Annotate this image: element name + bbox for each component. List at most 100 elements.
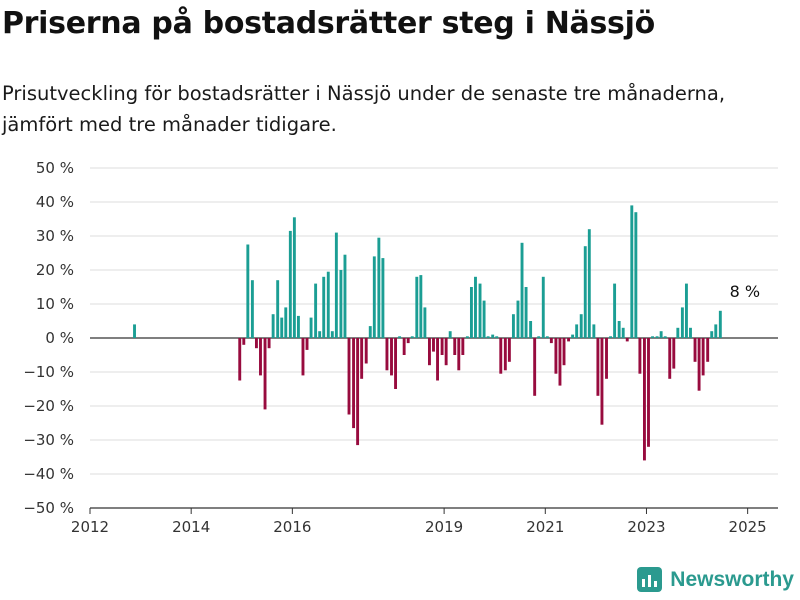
bar-series: [133, 205, 722, 461]
bar: [583, 246, 587, 338]
bar: [364, 338, 368, 364]
bar: [571, 334, 575, 338]
bar: [296, 315, 300, 338]
bar: [655, 336, 659, 338]
x-tick-label: 2014: [172, 518, 210, 536]
bar: [524, 287, 528, 338]
bar: [267, 338, 271, 349]
bar: [651, 336, 654, 338]
bar: [242, 338, 246, 345]
bar: [516, 300, 520, 338]
bar: [436, 338, 439, 381]
bar: [318, 331, 322, 338]
chart-subtitle: Prisutveckling för bostadsrätter i Nässj…: [2, 82, 726, 136]
bar: [394, 338, 398, 389]
bar: [263, 338, 267, 410]
bar: [630, 205, 634, 338]
bar: [133, 324, 136, 338]
bar: [701, 338, 705, 376]
bar: [246, 244, 250, 338]
bar: [330, 331, 334, 338]
bar: [491, 334, 495, 338]
x-tick-label: 2023: [627, 518, 665, 536]
bar: [486, 336, 490, 338]
bar: [575, 324, 579, 338]
bar: [461, 338, 465, 355]
bar: [385, 338, 389, 371]
bar: [250, 280, 254, 338]
bar: [668, 338, 672, 379]
bar: [309, 317, 313, 338]
bar: [305, 338, 309, 350]
bar: [621, 327, 625, 338]
bar: [676, 327, 680, 338]
bar: [507, 338, 511, 362]
bar: [541, 276, 545, 338]
bar: [684, 283, 688, 338]
bar: [390, 338, 393, 376]
bar: [356, 338, 360, 446]
bar: [478, 283, 482, 338]
bar: [343, 254, 347, 338]
bar: [680, 307, 684, 338]
bar: [706, 338, 710, 362]
brand: Newsworthy: [637, 567, 794, 592]
bar: [499, 338, 503, 374]
bar: [398, 336, 402, 338]
last-value-label: 8 %: [730, 282, 760, 301]
x-tick-label: 2025: [729, 518, 767, 536]
bar: [537, 336, 541, 338]
bar: [613, 283, 617, 338]
bar: [423, 307, 427, 338]
bar: [697, 338, 701, 391]
bar: [605, 338, 608, 379]
bar: [600, 338, 604, 425]
bar: [432, 338, 435, 352]
bar: [529, 321, 533, 338]
bar: [254, 338, 258, 349]
bar: [377, 237, 381, 338]
x-tick-label: 2019: [425, 518, 463, 536]
bar: [419, 275, 423, 338]
bar: [402, 338, 406, 355]
y-tick-label: 30 %: [36, 227, 74, 245]
bar: [440, 338, 444, 355]
bar: [587, 229, 591, 338]
bar: [276, 280, 280, 338]
bar: [469, 287, 473, 338]
bar: [592, 324, 596, 338]
bar: [503, 338, 507, 371]
bar: [288, 230, 292, 338]
x-axis: 2012 2014 2016 2019 2021 2023 2025: [71, 507, 778, 536]
bar: [457, 338, 461, 371]
bar: [689, 327, 692, 338]
y-tick-label: −30 %: [23, 431, 74, 449]
bar: [533, 338, 537, 396]
bar: [427, 338, 431, 366]
bar: [579, 314, 583, 338]
y-tick-label: 50 %: [36, 159, 74, 177]
bar: [545, 336, 549, 338]
bar: [567, 338, 571, 342]
bar: [322, 276, 326, 338]
bar: [638, 338, 642, 374]
bar: [609, 336, 613, 338]
bar: [718, 310, 722, 338]
y-tick-label: 40 %: [36, 193, 74, 211]
bar: [314, 283, 318, 338]
bar: [465, 336, 469, 338]
bar: [672, 338, 676, 369]
bar: [347, 338, 351, 415]
bar: [482, 300, 486, 338]
bar: [625, 338, 629, 342]
bar: [617, 321, 621, 338]
bar: [259, 338, 262, 376]
bar: [326, 271, 330, 338]
bar: [368, 326, 372, 338]
bar: [448, 331, 452, 338]
y-tick-label: −40 %: [23, 465, 74, 483]
y-tick-label: −10 %: [23, 363, 74, 381]
y-tick-label: −20 %: [23, 397, 74, 415]
y-tick-label: 0 %: [45, 329, 74, 347]
